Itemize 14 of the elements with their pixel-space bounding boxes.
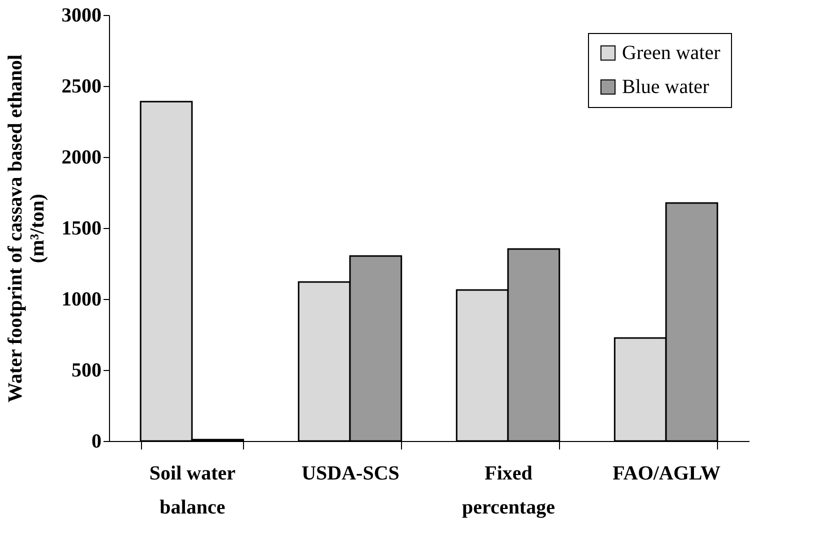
x-tick-label: USDA-SCS [302, 462, 400, 484]
y-tick-label: 1000 [62, 288, 102, 310]
y-tick-label: 2500 [62, 76, 102, 98]
y-tick-label: 500 [72, 360, 102, 382]
x-tick-label: Fixed percentage [462, 462, 556, 518]
y-tick-label: 1500 [62, 218, 102, 240]
x-tick-label: Soil water balance [149, 462, 236, 518]
y-axis-title: Water footprint of cassava based ethanol (m³/ton) [4, 54, 48, 402]
y-tick-label: 3000 [62, 4, 102, 26]
y-tick-label: 2000 [62, 146, 102, 168]
legend-label: Blue water [622, 76, 710, 98]
y-tick-label: 0 [92, 430, 102, 452]
x-tick-label: FAO/AGLW [612, 462, 720, 484]
legend-label: Green water [622, 42, 721, 64]
